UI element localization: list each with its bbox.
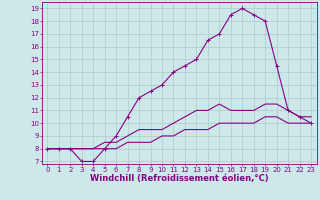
X-axis label: Windchill (Refroidissement éolien,°C): Windchill (Refroidissement éolien,°C) [90,174,268,183]
